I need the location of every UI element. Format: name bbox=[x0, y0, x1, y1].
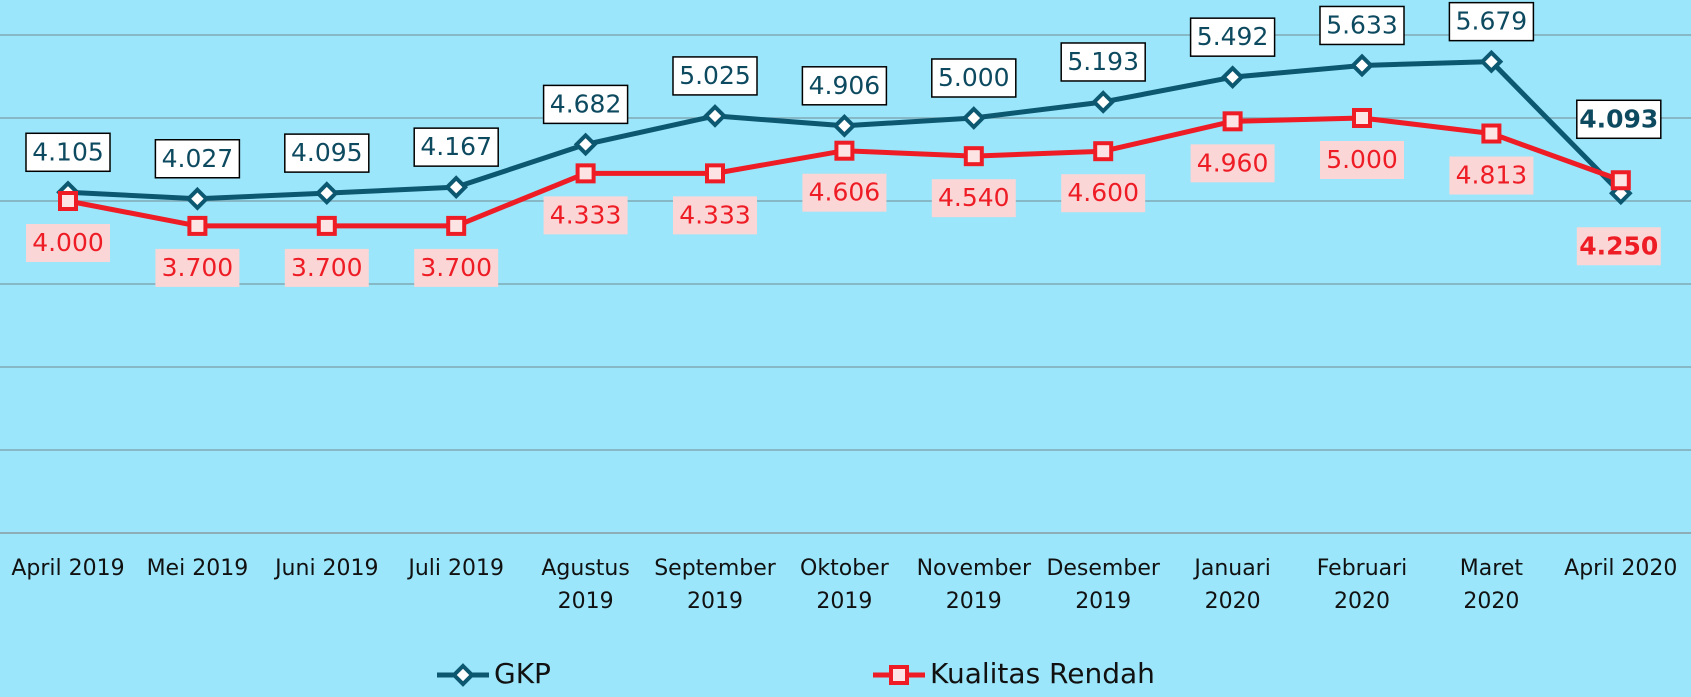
data-label-text: 4.906 bbox=[809, 71, 881, 100]
data-label-text: 5.025 bbox=[679, 61, 751, 90]
data-label-text: 5.000 bbox=[938, 63, 1010, 92]
data-point bbox=[835, 117, 853, 135]
data-label: 4.682 bbox=[544, 85, 628, 123]
data-point bbox=[706, 107, 724, 125]
data-point bbox=[836, 143, 852, 159]
data-label-text: 4.250 bbox=[1579, 231, 1658, 260]
legend-marker bbox=[891, 667, 907, 683]
data-label: 5.679 bbox=[1449, 3, 1533, 41]
legend-item: GKP bbox=[437, 657, 551, 690]
data-label-text: 4.095 bbox=[291, 138, 363, 167]
data-point bbox=[1613, 172, 1629, 188]
data-label: 4.813 bbox=[1449, 157, 1533, 195]
data-label-text: 4.682 bbox=[550, 89, 622, 118]
data-point bbox=[448, 218, 464, 234]
data-label-text: 5.679 bbox=[1456, 7, 1528, 36]
data-point bbox=[577, 135, 595, 153]
data-point bbox=[1353, 56, 1371, 74]
x-tick-label: Januari 2020 bbox=[1172, 552, 1294, 618]
data-point bbox=[1483, 126, 1499, 142]
data-label: 4.540 bbox=[932, 179, 1016, 217]
data-label: 4.000 bbox=[26, 224, 110, 262]
x-tick-label: Juli 2019 bbox=[395, 552, 517, 585]
data-label-text: 5.633 bbox=[1326, 10, 1398, 39]
data-label: 4.606 bbox=[802, 174, 886, 212]
x-tick-label: Juni 2019 bbox=[266, 552, 388, 585]
data-label: 4.027 bbox=[155, 140, 239, 178]
data-label-text: 4.606 bbox=[809, 178, 881, 207]
data-point bbox=[1094, 93, 1112, 111]
x-tick-label: April 2019 bbox=[7, 552, 129, 585]
legend-item: Kualitas Rendah bbox=[873, 657, 1155, 690]
data-label: 4.250 bbox=[1577, 227, 1661, 265]
data-label: 3.700 bbox=[155, 249, 239, 287]
data-label-text: 4.960 bbox=[1197, 148, 1269, 177]
data-label-text: 4.027 bbox=[162, 144, 234, 173]
data-label: 4.095 bbox=[285, 134, 369, 172]
data-point bbox=[447, 178, 465, 196]
data-point bbox=[1225, 113, 1241, 129]
data-label-text: 3.700 bbox=[162, 253, 234, 282]
x-tick-label: Februari 2020 bbox=[1301, 552, 1423, 618]
data-label-text: 4.540 bbox=[938, 183, 1010, 212]
data-label: 3.700 bbox=[285, 249, 369, 287]
data-label: 5.000 bbox=[1320, 141, 1404, 179]
x-tick-label: Oktober 2019 bbox=[783, 552, 905, 618]
data-label: 4.333 bbox=[673, 196, 757, 234]
legend-label: GKP bbox=[494, 657, 551, 690]
data-point bbox=[189, 218, 205, 234]
data-label-text: 5.193 bbox=[1067, 47, 1139, 76]
page: 4.105 4.027 4.095 4.167 4.682 5.025 4.906 5.000… bbox=[0, 0, 1691, 697]
data-point bbox=[188, 190, 206, 208]
data-label-text: 4.105 bbox=[32, 137, 104, 166]
data-label-text: 4.813 bbox=[1456, 161, 1528, 190]
data-label: 4.105 bbox=[26, 133, 110, 171]
x-tick-label: Maret 2020 bbox=[1430, 552, 1552, 618]
data-point bbox=[707, 165, 723, 181]
data-label: 5.492 bbox=[1191, 18, 1275, 56]
data-point bbox=[965, 109, 983, 127]
data-label-text: 5.492 bbox=[1197, 22, 1269, 51]
data-label-text: 4.333 bbox=[550, 200, 622, 229]
data-label: 4.333 bbox=[544, 196, 628, 234]
data-label-text: 4.093 bbox=[1579, 104, 1658, 133]
data-label: 4.093 bbox=[1577, 100, 1661, 138]
data-label: 5.025 bbox=[673, 57, 757, 95]
x-tick-label: Agustus 2019 bbox=[525, 552, 647, 618]
data-point bbox=[60, 193, 76, 209]
x-tick-label: November 2019 bbox=[913, 552, 1035, 618]
data-point bbox=[319, 218, 335, 234]
data-label-text: 3.700 bbox=[291, 253, 363, 282]
data-label-text: 4.167 bbox=[420, 132, 492, 161]
data-point bbox=[318, 184, 336, 202]
legend-label: Kualitas Rendah bbox=[930, 657, 1155, 690]
data-point bbox=[1354, 110, 1370, 126]
data-label: 3.700 bbox=[414, 249, 498, 287]
data-label-text: 4.333 bbox=[679, 200, 751, 229]
legend-marker bbox=[454, 666, 472, 684]
data-point bbox=[578, 165, 594, 181]
data-label-text: 3.700 bbox=[420, 253, 492, 282]
x-tick-label: April 2020 bbox=[1560, 552, 1682, 585]
data-label: 4.600 bbox=[1061, 174, 1145, 212]
x-tick-label: Mei 2019 bbox=[136, 552, 258, 585]
data-label: 5.193 bbox=[1061, 43, 1145, 81]
data-point bbox=[966, 148, 982, 164]
data-label: 4.906 bbox=[802, 67, 886, 105]
data-label: 4.167 bbox=[414, 128, 498, 166]
data-label: 4.960 bbox=[1191, 144, 1275, 182]
data-label-text: 4.600 bbox=[1067, 178, 1139, 207]
data-label-text: 4.000 bbox=[32, 228, 104, 257]
data-point bbox=[1095, 143, 1111, 159]
data-label-text: 5.000 bbox=[1326, 145, 1398, 174]
x-tick-label: Desember 2019 bbox=[1042, 552, 1164, 618]
data-label: 5.633 bbox=[1320, 6, 1404, 44]
data-point bbox=[1224, 68, 1242, 86]
data-label: 5.000 bbox=[932, 59, 1016, 97]
x-tick-label: September 2019 bbox=[654, 552, 776, 618]
